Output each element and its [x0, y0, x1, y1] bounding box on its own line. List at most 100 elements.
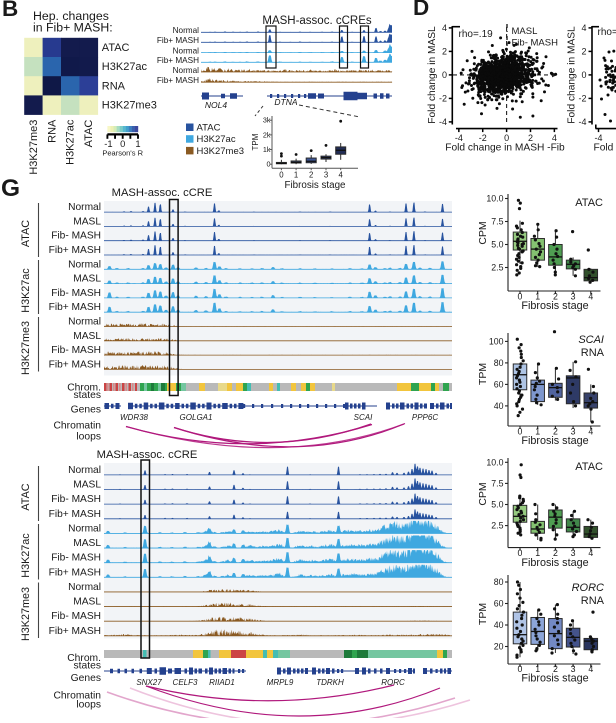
svg-text:3: 3: [324, 171, 328, 180]
svg-text:MASL: MASL: [73, 538, 101, 549]
svg-text:rho=.19: rho=.19: [459, 29, 494, 40]
svg-text:H3K27ac: H3K27ac: [20, 268, 32, 313]
svg-text:2.5: 2.5: [491, 521, 503, 531]
svg-text:GOLGA1: GOLGA1: [180, 413, 213, 422]
svg-text:MASH-assoc. cCRE: MASH-assoc. cCRE: [97, 449, 198, 461]
svg-text:4: 4: [588, 664, 593, 674]
svg-text:G: G: [1, 175, 20, 202]
svg-text:RIIAD1: RIIAD1: [209, 678, 235, 687]
svg-text:MASL: MASL: [73, 480, 101, 491]
svg-text:Fibrosis stage: Fibrosis stage: [285, 180, 347, 191]
svg-text:RNA: RNA: [581, 595, 605, 607]
svg-text:4: 4: [588, 292, 593, 302]
svg-text:MASL: MASL: [73, 216, 101, 227]
svg-text:-4: -4: [455, 133, 463, 143]
svg-text:Fold change in MASL: Fold change in MASL: [427, 26, 438, 124]
svg-text:CPM: CPM: [477, 221, 489, 244]
svg-text:0: 0: [504, 133, 509, 143]
svg-text:40: 40: [494, 620, 504, 630]
svg-text:ATAC: ATAC: [83, 120, 95, 148]
svg-text:Fib- MASH: Fib- MASH: [51, 345, 101, 356]
svg-text:-2: -2: [479, 133, 487, 143]
svg-text:Fib- MASH: Fib- MASH: [51, 288, 101, 299]
svg-text:H3K27ac: H3K27ac: [197, 134, 236, 145]
svg-text:-2: -2: [439, 93, 447, 103]
svg-text:Fib- MASH: Fib- MASH: [51, 553, 101, 564]
svg-text:MASH-assoc. cCRE: MASH-assoc. cCRE: [112, 187, 213, 199]
svg-text:in Fib+ MASH:: in Fib+ MASH:: [33, 21, 113, 35]
svg-text:5.0: 5.0: [491, 240, 503, 250]
svg-text:MASL: MASL: [73, 597, 101, 608]
svg-text:Fold c: Fold c: [594, 143, 616, 154]
svg-text:CPM: CPM: [477, 482, 489, 505]
svg-text:10.0: 10.0: [486, 457, 503, 467]
svg-text:states: states: [74, 390, 101, 401]
svg-text:H3K27me3: H3K27me3: [197, 146, 245, 157]
svg-text:H3K27me3: H3K27me3: [20, 321, 32, 375]
svg-text:Fib+ MASH: Fib+ MASH: [49, 509, 101, 520]
svg-text:rho=: rho=: [598, 27, 616, 38]
svg-text:Fib+ MASH: Fib+ MASH: [157, 36, 199, 45]
svg-text:RNA: RNA: [102, 80, 126, 92]
svg-text:Normal: Normal: [68, 259, 101, 270]
svg-text:2: 2: [581, 46, 586, 56]
svg-text:0: 0: [581, 70, 586, 80]
svg-text:-1: -1: [104, 138, 112, 149]
svg-text:Fib+ MASH: Fib+ MASH: [49, 359, 101, 370]
svg-text:Fib- MASH: Fib- MASH: [512, 38, 559, 49]
svg-text:TPM: TPM: [477, 363, 489, 385]
svg-text:60: 60: [494, 599, 504, 609]
svg-text:Genes: Genes: [71, 673, 101, 684]
svg-text:Genes: Genes: [71, 404, 101, 415]
svg-text:2: 2: [442, 46, 447, 56]
svg-text:-4: -4: [594, 133, 602, 143]
svg-text:4: 4: [552, 133, 557, 143]
svg-text:ATAC: ATAC: [102, 42, 130, 54]
svg-text:60: 60: [494, 379, 504, 389]
svg-text:Pearson's R: Pearson's R: [102, 149, 143, 158]
svg-text:SNX27: SNX27: [136, 678, 162, 687]
svg-text:H3K27me3: H3K27me3: [28, 120, 40, 175]
svg-text:DTNA: DTNA: [274, 97, 297, 107]
svg-text:CELF3: CELF3: [173, 678, 198, 687]
svg-text:-2: -2: [578, 93, 586, 103]
svg-text:Fib- MASH: Fib- MASH: [51, 231, 101, 242]
svg-text:20: 20: [494, 642, 504, 652]
svg-text:PPP6C: PPP6C: [412, 413, 438, 422]
svg-text:Fold change in MASH -Fib: Fold change in MASH -Fib: [445, 143, 565, 154]
svg-text:Normal: Normal: [68, 582, 101, 593]
svg-text:RNA: RNA: [581, 347, 605, 359]
svg-text:Fib+ MASH: Fib+ MASH: [157, 56, 199, 65]
svg-text:7.5: 7.5: [491, 478, 503, 488]
svg-text:SCAI: SCAI: [578, 334, 604, 346]
svg-text:Fib+ MASH: Fib+ MASH: [49, 245, 101, 256]
svg-text:SCAI: SCAI: [354, 413, 373, 422]
svg-text:loops: loops: [76, 432, 101, 443]
svg-text:Fib+ MASH: Fib+ MASH: [49, 567, 101, 578]
svg-text:Normal: Normal: [173, 26, 200, 35]
svg-text:RORC: RORC: [572, 582, 604, 594]
svg-text:40: 40: [494, 401, 504, 411]
svg-text:1: 1: [294, 171, 298, 180]
svg-text:0: 0: [279, 171, 284, 180]
svg-text:H3K27me3: H3K27me3: [102, 100, 157, 112]
svg-text:80: 80: [494, 358, 504, 368]
svg-text:-4: -4: [439, 117, 447, 127]
svg-text:0: 0: [442, 70, 447, 80]
svg-text:Fibrosis stage: Fibrosis stage: [521, 435, 588, 447]
svg-text:Normal: Normal: [173, 46, 200, 55]
svg-text:H3K27ac: H3K27ac: [20, 533, 32, 578]
svg-text:4: 4: [442, 23, 447, 33]
svg-text:10.0: 10.0: [486, 194, 503, 204]
svg-text:H3K27ac: H3K27ac: [102, 61, 148, 73]
svg-text:ATAC: ATAC: [197, 123, 221, 134]
svg-text:WDR38: WDR38: [120, 413, 149, 422]
svg-text:Fold change in MASL: Fold change in MASL: [567, 26, 578, 124]
svg-text:4: 4: [588, 548, 593, 558]
svg-text:4: 4: [339, 171, 344, 180]
svg-text:0: 0: [120, 138, 125, 149]
svg-text:ATAC: ATAC: [575, 461, 603, 473]
svg-text:states: states: [74, 660, 101, 671]
svg-text:D: D: [413, 0, 429, 20]
svg-text:Chromatin: Chromatin: [54, 421, 102, 432]
